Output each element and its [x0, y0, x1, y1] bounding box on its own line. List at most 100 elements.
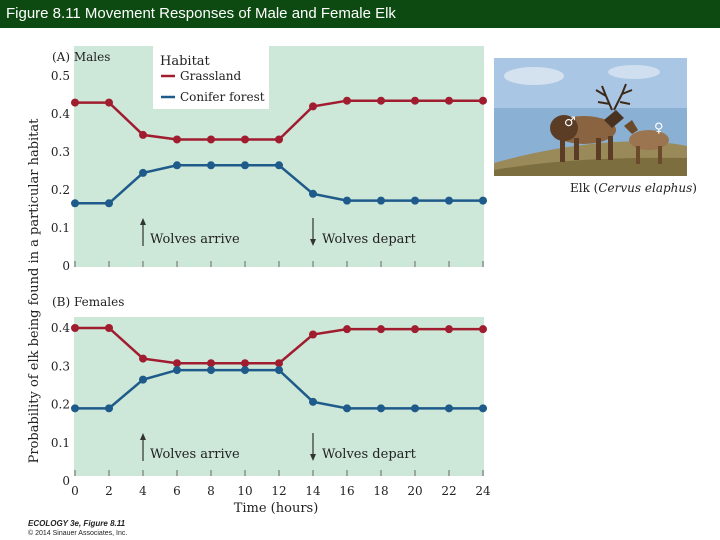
data-point-conifer-forest	[71, 404, 79, 413]
y-tick-label: 0.4	[51, 321, 70, 335]
photo-caption-prefix: Elk (	[570, 181, 599, 195]
data-point-grassland	[241, 135, 249, 144]
data-point-conifer-forest	[343, 196, 351, 205]
annotation-arrowhead	[310, 454, 316, 461]
data-point-grassland	[139, 354, 147, 363]
data-point-conifer-forest	[479, 196, 487, 205]
data-point-grassland	[71, 324, 79, 332]
data-point-grassland	[105, 324, 113, 332]
x-tick-label: 14	[305, 484, 321, 498]
data-point-conifer-forest	[275, 366, 283, 375]
x-tick-label: 8	[207, 484, 215, 498]
data-point-conifer-forest	[139, 168, 147, 177]
x-tick-label: 22	[441, 484, 456, 498]
annotation-arrowhead	[140, 433, 146, 440]
x-tick-label: 10	[237, 484, 252, 498]
elk-habitat-chart: 0 0.1 0.2 0.3 0.4 0.5 (A) Males Wolves arrive Wo…	[27, 45, 687, 516]
figure-credit: ECOLOGY 3e, Figure 8.11 © 2014 Sinauer A…	[28, 519, 127, 539]
data-point-grassland	[343, 96, 351, 105]
panel-label: (B) Females	[52, 295, 124, 309]
data-point-grassland	[445, 325, 453, 334]
panel-females: 0 0.1 0.2 0.3 0.4 (B) Females Wolves arrive Wol…	[51, 295, 487, 488]
x-tick-label: 6	[173, 484, 181, 498]
x-tick-label: 0	[71, 484, 79, 498]
data-point-grassland	[309, 330, 317, 339]
data-point-grassland	[445, 96, 453, 105]
credit-line-1: ECOLOGY 3e, Figure 8.11	[28, 519, 126, 528]
data-point-conifer-forest	[309, 189, 317, 198]
data-point-grassland	[139, 130, 147, 139]
x-tick-label: 20	[407, 484, 422, 498]
legend-entry: Grassland	[180, 69, 242, 83]
credit-line-2: © 2014 Sinauer Associates, Inc.	[28, 530, 128, 537]
data-point-conifer-forest	[105, 404, 113, 413]
annotation-arrowhead	[310, 239, 316, 246]
y-tick-label: 0	[62, 474, 70, 488]
annotation-label: Wolves depart	[322, 232, 417, 247]
y-tick-label: 0.3	[51, 359, 70, 373]
x-tick-label: 18	[373, 484, 388, 498]
annotation-label: Wolves depart	[322, 447, 417, 462]
data-point-conifer-forest	[207, 161, 215, 170]
data-point-conifer-forest	[173, 366, 181, 375]
data-point-conifer-forest	[343, 404, 351, 413]
data-point-grassland	[479, 325, 487, 334]
y-tick-label: 0.5	[51, 69, 70, 83]
x-tick-label: 24	[475, 484, 491, 498]
data-point-conifer-forest	[173, 161, 181, 170]
male-symbol: ♂	[564, 115, 576, 130]
legend-title: Habitat	[160, 54, 211, 69]
data-point-grassland	[377, 325, 385, 334]
data-point-conifer-forest	[445, 196, 453, 205]
data-point-grassland	[173, 135, 181, 144]
data-point-grassland	[309, 102, 317, 111]
data-point-conifer-forest	[445, 404, 453, 413]
data-point-grassland	[411, 96, 419, 105]
data-point-grassland	[105, 98, 113, 107]
data-point-conifer-forest	[71, 199, 79, 208]
y-tick-label: 0.2	[51, 183, 70, 197]
data-point-grassland	[411, 325, 419, 334]
slide-title-bar: Figure 8.11 Movement Responses of Male a…	[0, 0, 720, 28]
x-axis-label: Time (hours)	[234, 501, 319, 516]
female-symbol: ♀	[654, 121, 664, 136]
annotation-label: Wolves arrive	[150, 447, 240, 462]
chart-panels: 0 0.1 0.2 0.3 0.4 0.5 (A) Males Wolves arrive Wo…	[51, 45, 491, 498]
data-point-grassland	[479, 96, 487, 105]
data-point-grassland	[173, 359, 181, 368]
data-point-grassland	[241, 359, 249, 368]
x-tick-label: 12	[271, 484, 286, 498]
data-point-conifer-forest	[411, 404, 419, 413]
data-point-conifer-forest	[241, 161, 249, 170]
y-tick-label: 0.4	[51, 107, 70, 121]
plot-background	[74, 46, 484, 267]
data-point-conifer-forest	[309, 397, 317, 406]
annotation-label: Wolves arrive	[150, 232, 240, 247]
slide-title: Figure 8.11 Movement Responses of Male a…	[6, 5, 396, 22]
plot-background	[74, 317, 484, 476]
data-point-conifer-forest	[275, 161, 283, 170]
photo-caption-suffix: )	[692, 181, 697, 195]
y-tick-label: 0.2	[51, 398, 70, 412]
data-point-grassland	[207, 135, 215, 144]
data-point-conifer-forest	[377, 196, 385, 205]
data-point-grassland	[275, 135, 283, 144]
data-point-conifer-forest	[105, 199, 113, 208]
elk-photo: ♂ ♀	[494, 58, 687, 176]
data-point-grassland	[377, 96, 385, 105]
y-tick-label: 0	[62, 259, 70, 273]
legend-entry: Conifer forest	[180, 90, 265, 104]
data-point-conifer-forest	[241, 366, 249, 375]
data-point-grassland	[207, 359, 215, 368]
data-point-grassland	[275, 359, 283, 368]
photo-caption: Elk (Cervus elaphus)	[570, 181, 697, 195]
x-tick-label: 16	[339, 484, 354, 498]
x-tick-label: 4	[139, 484, 147, 498]
data-point-conifer-forest	[377, 404, 385, 413]
y-tick-label: 0.1	[51, 221, 70, 235]
y-axis-label: Probability of elk being found in a part…	[27, 118, 42, 464]
data-point-conifer-forest	[479, 404, 487, 413]
data-point-conifer-forest	[411, 196, 419, 205]
y-tick-label: 0.3	[51, 145, 70, 159]
